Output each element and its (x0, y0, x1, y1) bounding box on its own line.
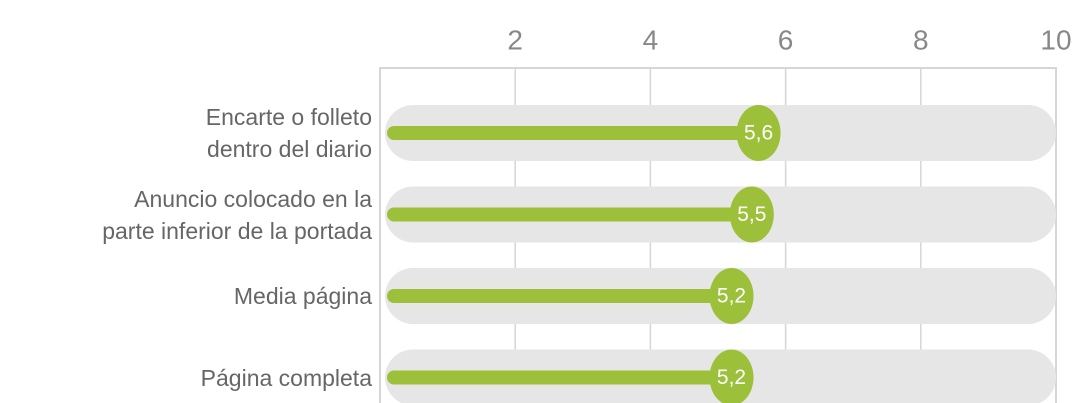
value-marker (709, 349, 754, 403)
x-tick-label: 8 (913, 24, 929, 55)
value-marker (729, 186, 774, 243)
bar (387, 207, 752, 222)
category-label: Anuncio colocado en la parte inferior de… (102, 185, 372, 244)
value-label: 5,5 (737, 203, 766, 226)
x-tick-label: 2 (507, 24, 523, 55)
bar (387, 126, 759, 140)
x-tick-label: 6 (778, 24, 794, 55)
x-tick-label: 10 (1040, 24, 1071, 55)
category-label: Encarte o folleto dentro del diario (205, 104, 372, 162)
value-label: 5,2 (717, 366, 746, 389)
value-label: 5,2 (717, 285, 746, 308)
value-marker (709, 268, 754, 324)
bar (387, 370, 732, 385)
value-marker (736, 105, 781, 161)
bar (387, 289, 732, 303)
x-tick-label: 4 (643, 24, 659, 55)
category-label: Media página (233, 283, 372, 309)
value-label: 5,6 (744, 122, 773, 145)
category-label: Página completa (200, 364, 372, 391)
